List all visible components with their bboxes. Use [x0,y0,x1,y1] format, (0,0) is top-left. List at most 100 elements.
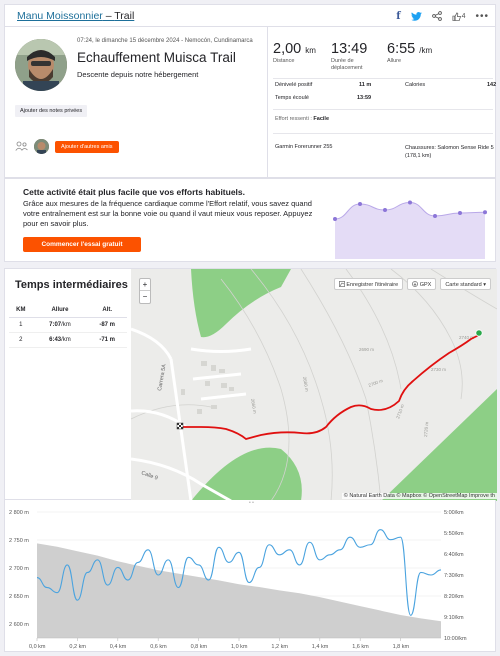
y-right-tick-label: 5:00/km [444,510,464,516]
elevation-pace-chart-card: 2 800 m 2 750 m 2 700 m 2 650 m 2 600 m 5:00/… [4,500,496,652]
relative-effort-promo: Cette activité était plus facile que vos… [4,178,496,262]
activity-title: Echauffement Muisca Trail [77,50,236,65]
download-icon [412,280,419,287]
split-pace: 7:07/km [32,317,88,333]
contour-label: 2710 m [395,403,405,419]
y-right-tick-label: 7:30/km [444,573,464,579]
stats-divider [273,78,493,79]
y-right-tick-label: 9:10/km [444,615,464,621]
shoes-info: Chaussures: Salomon Sense Ride 5 (178,1 … [405,145,494,159]
elapsed-row: Temps écoulé 13:59 [275,95,495,103]
athlete-link[interactable]: Manu Moissonnier – Trail [17,10,135,22]
y-right-tick-label: 6:40/km [444,552,464,558]
pace-unit: /km [419,46,433,55]
stat-distance: 2,00 km Distance [273,41,316,65]
x-tick-label: 0,8 km [191,644,208,650]
route-line [181,334,480,440]
forest-area [191,447,302,501]
contour-label: 2740 m [459,335,474,340]
promo-text: Grâce aux mesures de la fréquence cardia… [23,199,313,228]
elevation-pace-chart[interactable]: 2 800 m 2 750 m 2 700 m 2 650 m 2 600 m 5:00/… [5,500,497,652]
activity-description: Descente depuis notre hébergement [77,70,199,79]
elapsed-value: 13:59 [357,95,372,101]
start-trial-button[interactable]: Commencer l'essai gratuit [23,237,141,252]
map-type-dropdown[interactable]: Carte standard ▾ [440,278,491,290]
zoom-in-button[interactable]: + [140,279,150,291]
x-tick-label: 1,4 km [312,644,329,650]
twitter-icon[interactable] [410,11,422,21]
split-alt: -87 m [87,317,127,333]
map-canvas: Carrera 5A Calle 9 2680 m 2690 m 2700 m … [131,269,497,501]
contour-labels: 2680 m 2690 m 2700 m 2710 m 2720 m 2730 … [250,335,474,437]
split-pace-value: 6:43 [49,336,62,343]
perceived-effort-row: Effort ressenti : Facile [275,116,329,122]
split-pace-value: 7:07 [49,321,62,328]
add-friends-button[interactable]: Ajouter d'autres amis [55,141,119,153]
contour-label: 2730 m [431,367,446,372]
effort-point [433,214,437,218]
elapsed-label: Temps écoulé [275,95,309,101]
elev-gain-label: Dénivelé positif [275,82,313,88]
pace-line [36,529,442,616]
x-tick-label: 0,6 km [150,644,167,650]
effort-area [335,202,485,259]
more-icon[interactable]: ••• [475,10,489,22]
calories-value: 142 [487,82,497,88]
zoom-out-button[interactable]: − [142,292,148,301]
stats-divider-3 [273,133,493,134]
col-pace: Allure [32,303,88,318]
column-divider [267,27,268,179]
x-tick-label: 1,6 km [352,644,369,650]
thumbs-up-icon [452,11,461,21]
x-tick-label: 1,0 km [231,644,248,650]
street-label: Carrera 5A [157,363,168,391]
y-right-tick-label: 8:20/km [444,594,464,600]
sport-type: Trail [114,10,135,22]
facebook-icon[interactable]: f [396,10,401,22]
gpx-label: GPX [419,282,432,288]
relative-effort-chart [333,200,487,259]
perceived-effort-label: Effort ressenti : [275,116,312,122]
contour-label: 2680 m [302,376,310,392]
split-pace: 6:43/km [32,332,88,348]
effort-point [358,202,362,206]
friend-avatar[interactable] [34,139,49,154]
share-icon[interactable] [431,11,442,21]
effort-point [408,200,412,205]
y-right-tick-label: 5:50/km [444,531,464,537]
table-row: 1 7:07/km -87 m [9,317,127,333]
contour-label: 2690 m [359,347,374,352]
save-route-label: Enregistrer l'itinéraire [346,282,399,288]
elevation-area [37,543,441,638]
effort-point [333,217,337,221]
col-km: KM [9,303,33,318]
resize-handle[interactable]: • • [249,500,254,506]
elev-gain-value: 11 m [359,82,372,88]
y-right-tick-label: 10:00/km [444,636,467,642]
gpx-button[interactable]: GPX [407,278,437,290]
col-alt: Alt. [87,303,127,318]
route-map[interactable]: Carrera 5A Calle 9 2680 m 2690 m 2700 m … [131,269,497,501]
zoom-control: + − [139,278,151,304]
roads [131,327,252,501]
map-attribution[interactable]: © Natural Earth Data © Mapbox © OpenStre… [341,493,497,499]
distance-unit: km [305,46,316,55]
add-private-notes-button[interactable]: Ajouter des notes privées [15,105,88,117]
share-toolbar: f 4 ••• [396,9,489,23]
effort-point [458,211,462,215]
x-tick-label: 0,2 km [69,644,86,650]
moving-time-label: Durée de déplacement [331,58,363,71]
effort-point [383,208,387,212]
y-left-tick-label: 2 700 m [9,566,29,572]
pace-label: Allure [387,58,402,64]
moving-time-value: 13:49 [331,41,368,57]
forest-area [381,389,497,501]
finish-flag-icon [176,422,184,430]
split-km: 2 [9,332,33,348]
stat-pace: 6:55 /km Allure [387,41,432,65]
save-route-button[interactable]: Enregistrer l'itinéraire [333,278,404,290]
contour-label: 2720 m [423,421,429,437]
splits-title: Temps intermédiaires [15,279,128,291]
kudos-button[interactable]: 4 [452,11,465,21]
athlete-avatar[interactable] [15,39,67,91]
